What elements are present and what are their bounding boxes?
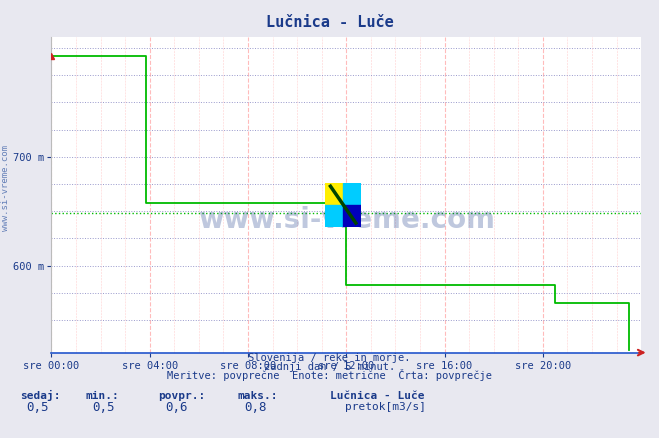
- Bar: [325, 205, 343, 226]
- Bar: [325, 183, 343, 205]
- Text: maks.:: maks.:: [237, 391, 277, 401]
- Text: 0,5: 0,5: [92, 401, 115, 414]
- Text: www.si-vreme.com: www.si-vreme.com: [1, 145, 10, 231]
- Text: Lučnica - Luče: Lučnica - Luče: [266, 15, 393, 30]
- Text: min.:: min.:: [86, 391, 119, 401]
- Text: 0,6: 0,6: [165, 401, 187, 414]
- Text: Lučnica - Luče: Lučnica - Luče: [330, 391, 424, 401]
- Text: sedaj:: sedaj:: [20, 389, 60, 401]
- Bar: [343, 183, 361, 205]
- Text: www.si-vreme.com: www.si-vreme.com: [198, 206, 495, 234]
- Text: 0,5: 0,5: [26, 401, 49, 414]
- Text: Slovenija / reke in morje.: Slovenija / reke in morje.: [248, 353, 411, 364]
- Text: povpr.:: povpr.:: [158, 391, 206, 401]
- Text: pretok[m3/s]: pretok[m3/s]: [345, 403, 426, 413]
- Text: Meritve: povprečne  Enote: metrične  Črta: povprečje: Meritve: povprečne Enote: metrične Črta:…: [167, 369, 492, 381]
- Bar: [343, 205, 361, 226]
- Text: 0,8: 0,8: [244, 401, 266, 414]
- Text: zadnji dan / 5 minut.: zadnji dan / 5 minut.: [264, 362, 395, 372]
